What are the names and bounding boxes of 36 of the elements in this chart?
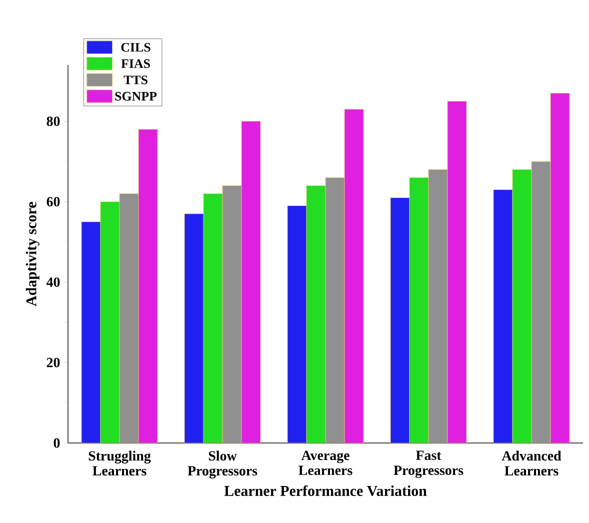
bar bbox=[493, 189, 513, 443]
legend-label: SGNPP bbox=[115, 92, 157, 101]
bar bbox=[550, 92, 570, 443]
bar bbox=[138, 129, 158, 443]
bar bbox=[222, 185, 242, 443]
bar bbox=[81, 222, 101, 443]
x-tick-label: Slow Progressors bbox=[188, 450, 258, 478]
y-axis-title: Adaptivity score bbox=[26, 202, 40, 306]
legend-label: FIAS bbox=[121, 59, 150, 68]
bar bbox=[100, 202, 120, 443]
bar bbox=[447, 100, 467, 443]
x-tick-label: Struggling Learners bbox=[88, 450, 151, 476]
bar bbox=[184, 214, 204, 443]
bar bbox=[344, 109, 364, 443]
bar bbox=[241, 121, 261, 443]
bar bbox=[512, 169, 532, 443]
legend-label: CILS bbox=[121, 42, 150, 52]
bar bbox=[390, 198, 410, 443]
y-tick-label: 60 bbox=[46, 197, 60, 206]
y-tick-label: 0 bbox=[54, 438, 60, 448]
y-tick-label: 40 bbox=[46, 277, 60, 287]
y-tick-label: 80 bbox=[46, 116, 60, 126]
bar bbox=[409, 177, 429, 443]
y-tick-label: 20 bbox=[46, 358, 60, 368]
x-tick-label: Fast Progressors bbox=[394, 450, 464, 478]
bar bbox=[119, 193, 139, 443]
bar bbox=[428, 169, 448, 443]
bar bbox=[203, 193, 223, 443]
bar bbox=[531, 161, 551, 443]
x-axis-title: Learner Performance Variation bbox=[224, 485, 427, 496]
x-tick-label: Advanced Learners bbox=[502, 450, 562, 476]
bar bbox=[306, 185, 326, 443]
bar bbox=[325, 177, 345, 443]
bar bbox=[287, 206, 307, 443]
x-tick-label: Average Learners bbox=[298, 450, 352, 476]
legend-label: TTS bbox=[124, 76, 148, 84]
